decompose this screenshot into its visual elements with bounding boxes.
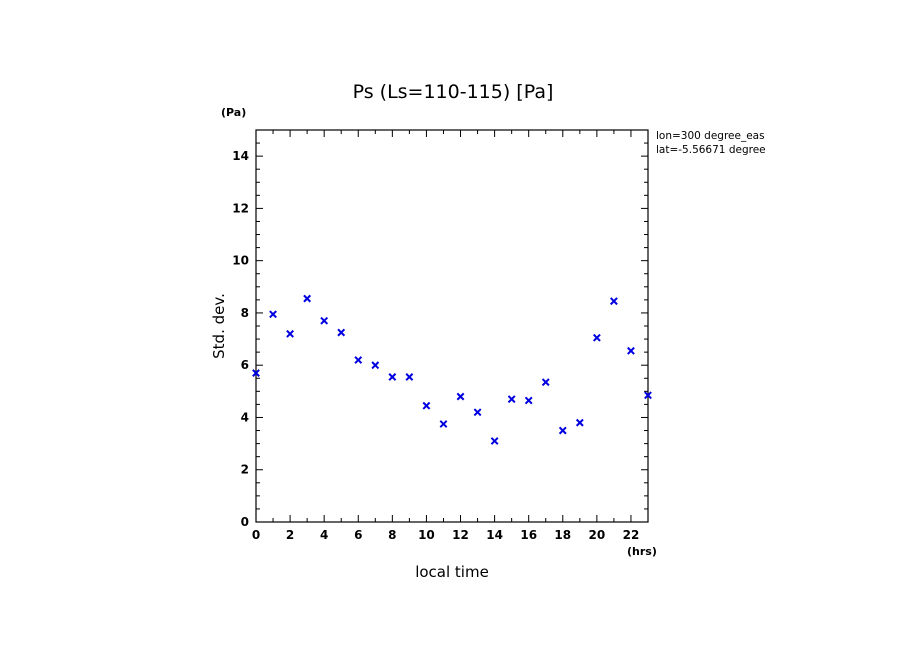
data-point: [405, 373, 414, 381]
x-unit-label: (hrs): [627, 545, 657, 558]
data-point: [337, 328, 346, 337]
axis-ticks: 0 2 4 6 8 10 12 14 16 18 20 22 0 2 4 6 8 10 12 14: [232, 129, 649, 542]
x-tick-label: 12: [452, 528, 469, 542]
x-tick-label: 14: [486, 528, 503, 542]
x-tick-label: 20: [589, 528, 606, 542]
data-point: [303, 294, 312, 303]
y-unit-label: (Pa): [221, 106, 246, 119]
y-tick-label: 4: [241, 410, 249, 424]
data-point: [627, 346, 635, 355]
x-tick-label: 22: [623, 528, 640, 542]
data-point: [252, 369, 260, 377]
y-tick-label: 6: [241, 358, 249, 372]
data-point: [524, 396, 533, 405]
data-point: [644, 391, 652, 400]
y-axis-label: Std. dev.: [210, 293, 228, 359]
plot-frame: [255, 129, 649, 523]
y-tick-label: 8: [241, 306, 249, 320]
x-tick-label: 16: [520, 528, 537, 542]
x-tick-label: 2: [286, 528, 294, 542]
data-point: [610, 297, 618, 306]
data-point: [490, 437, 499, 445]
x-tick-label: 10: [418, 528, 435, 542]
data-point: [269, 310, 277, 319]
annotation-lat: lat=-5.56671 degree: [656, 144, 766, 156]
annotation-lon: lon=300 degree_eas: [656, 130, 765, 142]
data-points: [252, 294, 652, 445]
data-point: [371, 361, 380, 370]
data-point: [354, 356, 363, 364]
x-tick-label: 18: [554, 528, 571, 542]
data-point: [592, 333, 601, 342]
data-point: [388, 373, 397, 381]
data-point: [286, 329, 294, 338]
data-point: [456, 392, 465, 401]
data-point: [439, 420, 448, 428]
y-tick-label: 2: [241, 463, 249, 477]
chart-title: Ps (Ls=110-115) [Pa]: [353, 81, 554, 103]
data-point: [473, 408, 482, 417]
data-point: [558, 426, 567, 435]
x-axis-label: local time: [415, 563, 489, 581]
y-tick-label: 0: [241, 515, 249, 529]
data-point: [541, 378, 550, 387]
x-tick-label: 8: [388, 528, 396, 542]
data-point: [575, 418, 584, 427]
data-point: [320, 316, 329, 325]
x-tick-label: 0: [252, 528, 260, 542]
x-tick-label: 6: [354, 528, 362, 542]
y-tick-label: 10: [232, 254, 249, 268]
x-tick-label: 4: [320, 528, 328, 542]
y-tick-label: 14: [232, 149, 249, 163]
data-point: [507, 395, 516, 404]
data-point: [422, 401, 431, 410]
y-tick-label: 12: [232, 201, 249, 215]
